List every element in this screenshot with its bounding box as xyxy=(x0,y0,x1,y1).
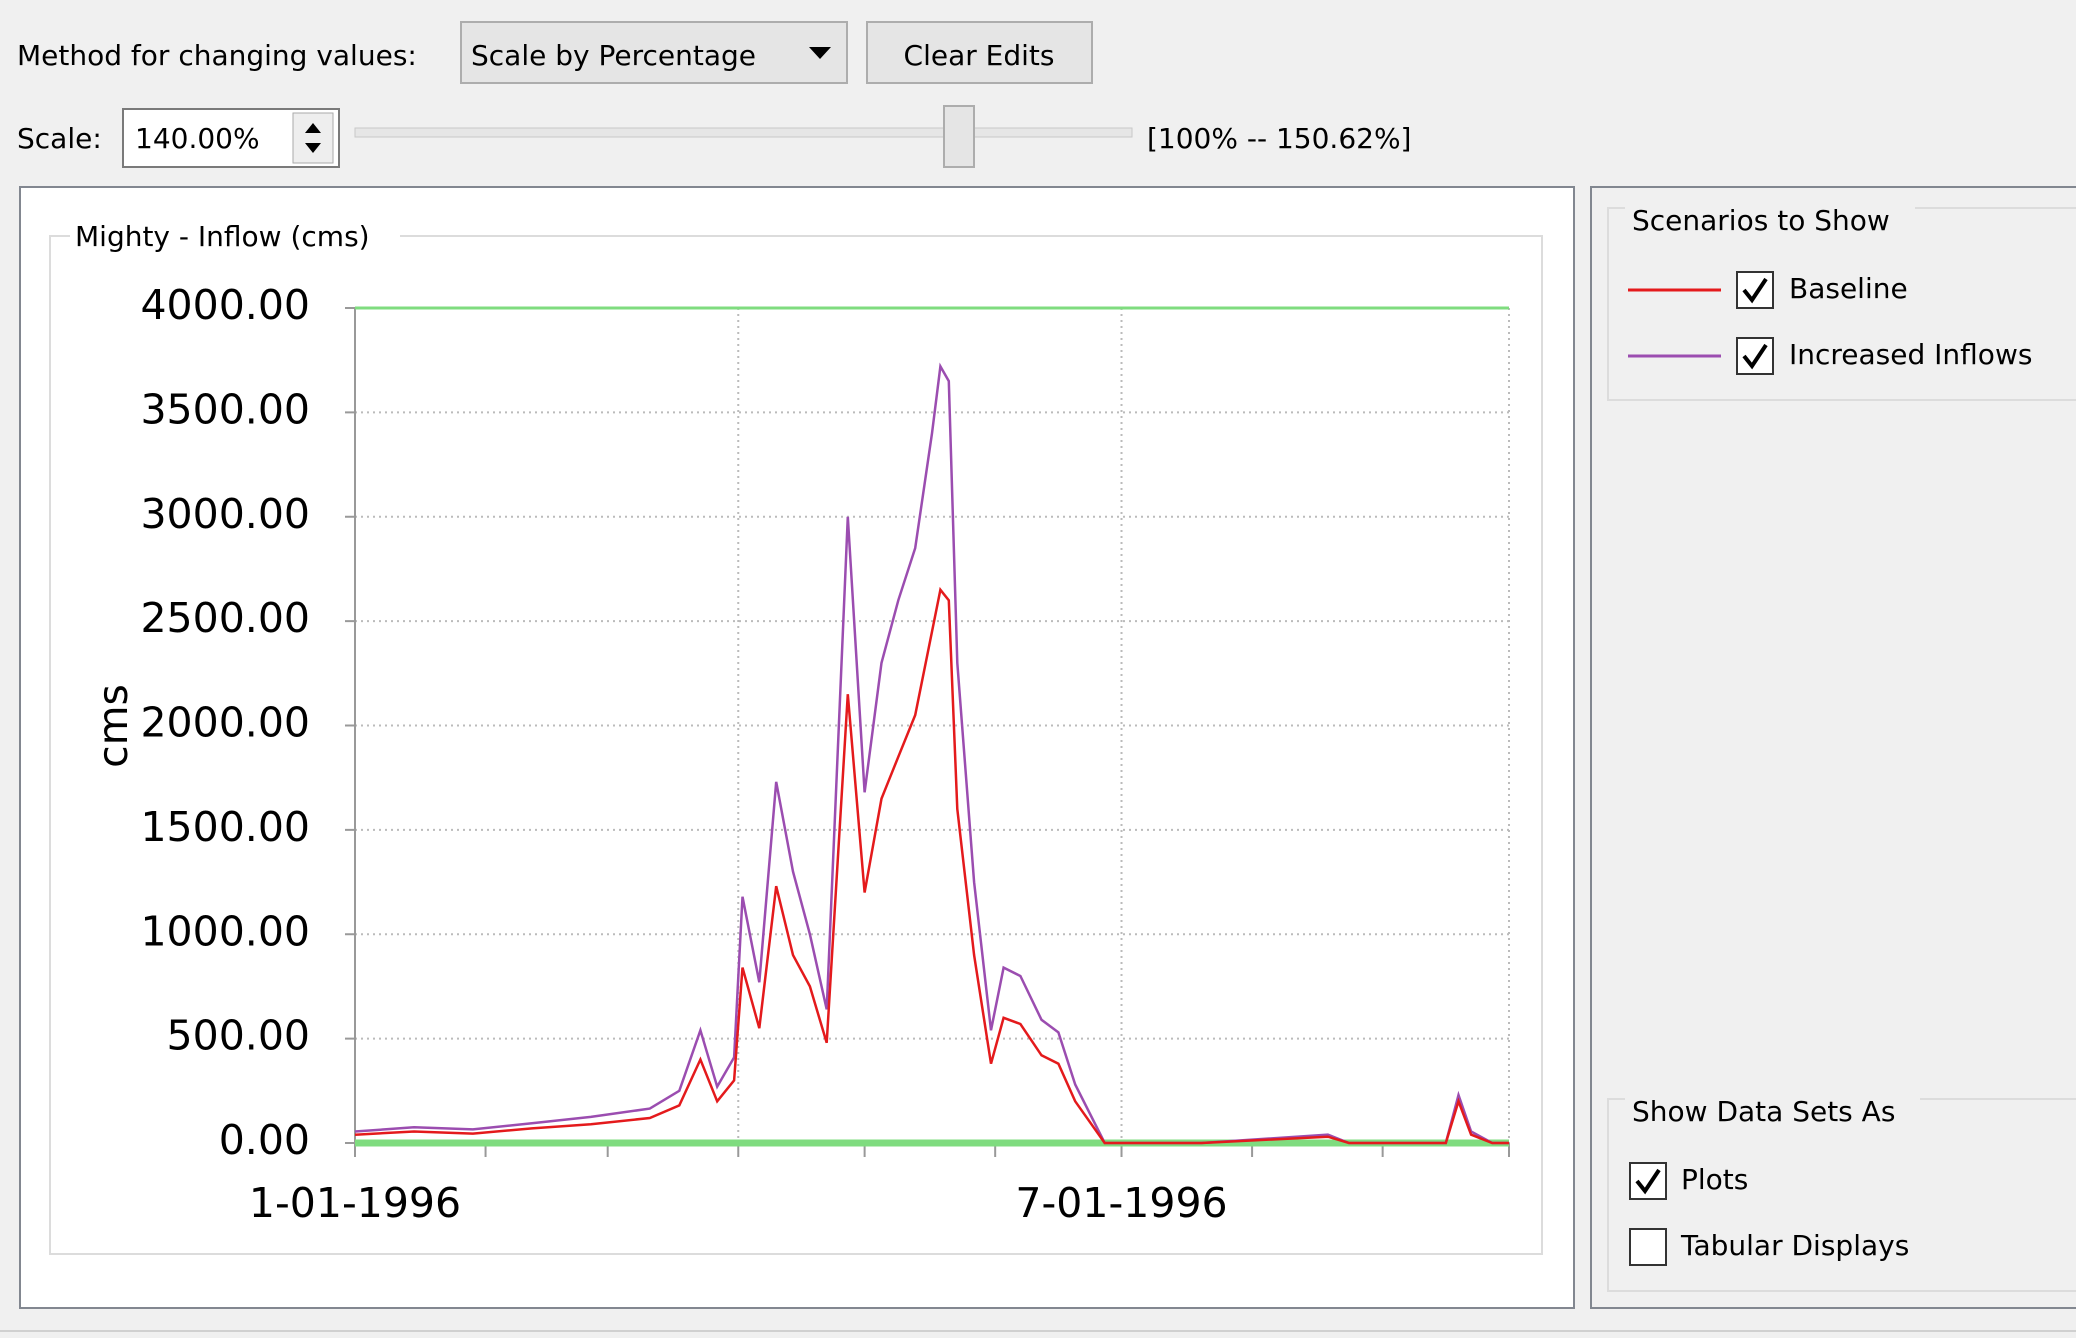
legend-checkbox-check xyxy=(1742,343,1768,370)
scale-label: Scale: xyxy=(17,122,102,155)
spinner-arrows xyxy=(305,123,321,153)
y-tick-label: 4000.00 xyxy=(140,281,310,329)
legend-checkbox-check xyxy=(1742,277,1768,304)
x-tick-label: 7-01-1996 xyxy=(1015,1179,1227,1227)
legend-checkbox xyxy=(1736,337,1774,375)
y-tick-label: 3500.00 xyxy=(140,385,310,433)
legend-label: Baseline xyxy=(1789,272,1908,305)
spinner-buttons[interactable] xyxy=(292,112,334,164)
scale-value: 140.00% xyxy=(135,122,260,155)
method-label: Method for changing values: xyxy=(17,39,417,72)
y-tick-label: 3000.00 xyxy=(140,490,310,538)
legend-title-backdrop xyxy=(1625,205,1915,237)
display-title-backdrop xyxy=(1625,1096,1920,1128)
chart-title: Mighty - Inflow (cms) xyxy=(75,220,370,253)
y-tick-label: 2500.00 xyxy=(140,594,310,642)
y-tick-label: 1500.00 xyxy=(140,803,310,851)
display-option-label: Plots xyxy=(1681,1163,1748,1196)
legend-checkbox xyxy=(1736,271,1774,309)
scale-range: [100% -- 150.62%] xyxy=(1147,122,1411,155)
display-checkbox-check xyxy=(1635,1168,1661,1195)
display-title: Show Data Sets As xyxy=(1632,1095,1895,1128)
legend-title: Scenarios to Show xyxy=(1632,204,1890,237)
display-option-label: Tabular Displays xyxy=(1680,1229,1909,1262)
display-checkbox xyxy=(1629,1228,1667,1266)
clear-edits-label: Clear Edits xyxy=(904,39,1055,72)
legend-label: Increased Inflows xyxy=(1789,338,2032,371)
y-tick-label: 500.00 xyxy=(167,1012,310,1060)
dropdown-arrow xyxy=(809,47,831,59)
display-checkbox xyxy=(1629,1162,1667,1200)
method-dropdown[interactable] xyxy=(460,21,848,84)
clear-edits-button[interactable] xyxy=(866,21,1093,84)
x-tick-label: 1-01-1996 xyxy=(249,1179,461,1227)
series-line xyxy=(354,586,1509,1145)
y-tick-label: 0.00 xyxy=(219,1116,310,1164)
title-backdrop xyxy=(70,222,400,254)
y-axis-label: cms xyxy=(89,684,137,768)
slider-track xyxy=(354,127,1133,138)
y-tick-label: 2000.00 xyxy=(140,699,310,747)
slider-thumb[interactable] xyxy=(943,105,975,168)
y-tick-label: 1000.00 xyxy=(140,907,310,955)
method-value: Scale by Percentage xyxy=(471,39,756,72)
chart-groupbox xyxy=(49,235,1543,1255)
